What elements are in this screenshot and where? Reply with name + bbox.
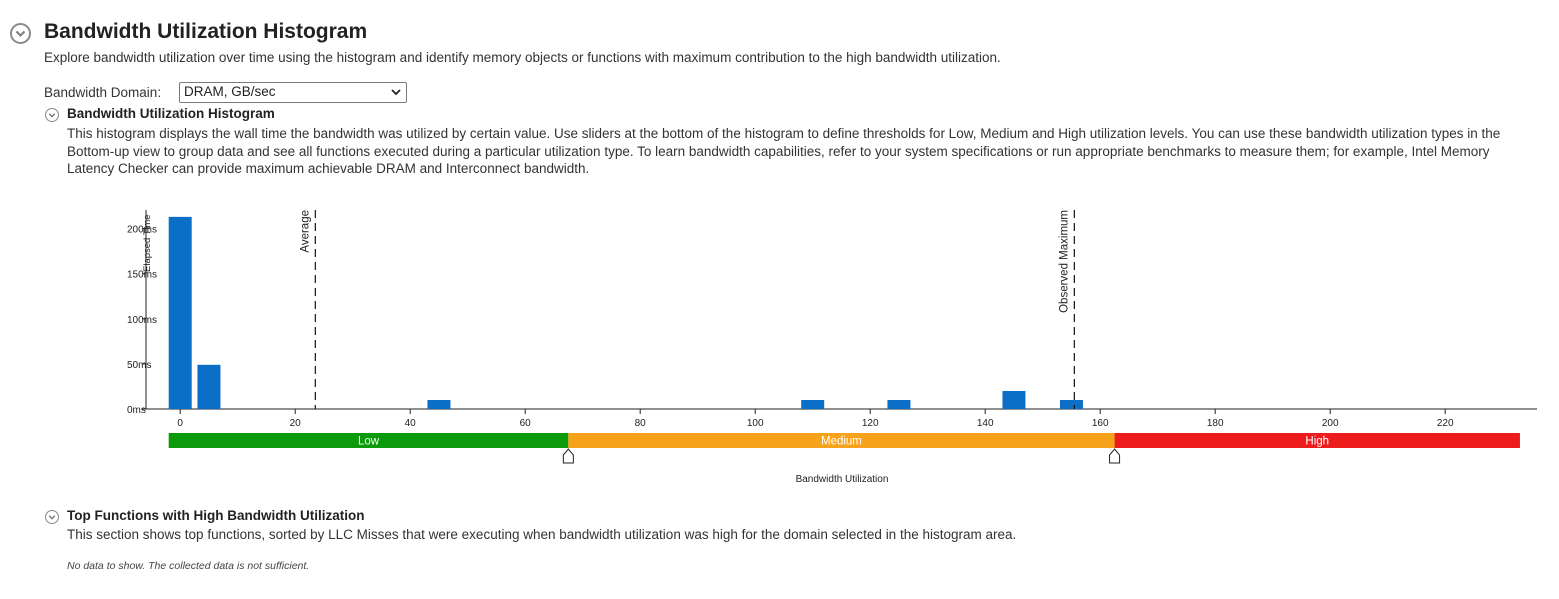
x-tick-label: 60 [520, 418, 532, 429]
threshold-slider-handle[interactable] [1109, 448, 1121, 464]
y-tick-label: 0ms [127, 405, 146, 416]
y-tick-label: 50ms [127, 360, 151, 371]
threshold-band-label: High [1305, 436, 1329, 448]
histogram-section-title: Bandwidth Utilization Histogram [67, 106, 275, 121]
x-tick-label: 120 [862, 418, 879, 429]
x-tick-label: 80 [635, 418, 647, 429]
y-tick-label: 100ms [127, 315, 157, 326]
x-tick-label: 180 [1207, 418, 1224, 429]
marker-label: Average [299, 210, 311, 253]
histogram-bar[interactable] [887, 399, 911, 409]
y-axis-label: Elapsed Time [142, 214, 153, 272]
chart-axes: 0 20 40 60 80 100 120 140 160 180 200 220 0ms 50ms 100… [127, 210, 1537, 429]
bandwidth-histogram-chart[interactable]: 0 20 40 60 80 100 120 140 160 180 200 220 0ms 50ms 100… [0, 0, 1559, 500]
x-tick-label: 40 [405, 418, 417, 429]
bandwidth-domain-label: Bandwidth Domain: [44, 85, 162, 100]
histogram-bar[interactable] [801, 399, 825, 409]
top-functions-collapse-icon[interactable] [45, 510, 59, 524]
page-title: Bandwidth Utilization Histogram [44, 20, 368, 43]
x-tick-label: 200 [1322, 418, 1339, 429]
threshold-band-medium [568, 433, 1115, 448]
threshold-sliders [562, 448, 1121, 464]
histogram-bar[interactable] [197, 364, 221, 409]
threshold-slider-handle[interactable] [562, 448, 574, 464]
x-tick-label: 100 [747, 418, 764, 429]
threshold-band-label: Medium [821, 436, 862, 448]
no-data-message: No data to show. The collected data is n… [67, 560, 310, 572]
chevron-down-icon [391, 89, 401, 96]
x-tick-label: 20 [290, 418, 302, 429]
threshold-bands: Low Medium High [168, 433, 1520, 448]
threshold-band-high [1114, 433, 1520, 448]
top-functions-section-title: Top Functions with High Bandwidth Utiliz… [67, 508, 365, 523]
threshold-band-label: Low [358, 436, 380, 448]
collapse-chevron-icon[interactable] [10, 23, 31, 44]
x-tick-label: 160 [1092, 418, 1109, 429]
x-tick-label: 0 [177, 418, 183, 429]
x-axis-label: Bandwidth Utilization [796, 474, 889, 485]
bandwidth-domain-value: DRAM, GB/sec [184, 84, 276, 99]
page-description: Explore bandwidth utilization over time … [44, 50, 1001, 65]
bandwidth-domain-select[interactable]: DRAM, GB/sec [179, 82, 407, 103]
x-tick-label: 220 [1437, 418, 1454, 429]
y-tick-label: 150ms [127, 270, 157, 281]
y-tick-label: 200ms [127, 225, 157, 236]
histogram-section-description: This histogram displays the wall time th… [67, 126, 1501, 176]
threshold-band-low [168, 433, 569, 448]
x-tick-label: 140 [977, 418, 994, 429]
top-functions-description: This section shows top functions, sorted… [67, 527, 1017, 542]
histogram-bar[interactable] [427, 399, 451, 409]
histogram-bar[interactable] [1002, 390, 1026, 409]
histogram-bar[interactable] [1059, 399, 1083, 409]
chart-bars [168, 216, 1083, 409]
chart-markers: Average Observed Maximum [299, 210, 1075, 409]
histogram-collapse-icon[interactable] [45, 108, 59, 122]
histogram-bar[interactable] [168, 216, 192, 409]
marker-label: Observed Maximum [1058, 210, 1070, 313]
